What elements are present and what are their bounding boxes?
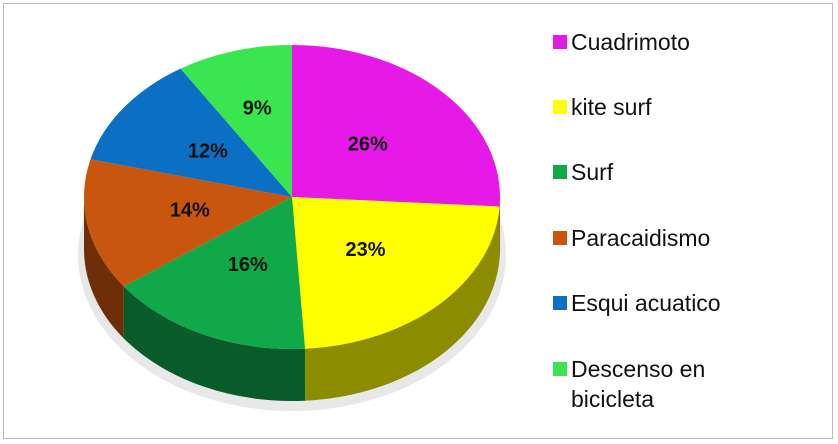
- chart-frame: [3, 3, 833, 439]
- slice: [123, 197, 306, 350]
- slice-side: [84, 197, 124, 339]
- data-label: 26%: [348, 133, 388, 155]
- legend-swatch: [553, 296, 567, 310]
- legend-swatch: [553, 35, 567, 49]
- data-label: 12%: [188, 141, 228, 163]
- legend-item: Cuadrimoto: [553, 27, 738, 57]
- slice: [84, 159, 293, 287]
- legend-swatch: [553, 362, 567, 376]
- slice-side: [305, 206, 500, 401]
- data-label: 14%: [170, 200, 210, 222]
- legend-item: Paracaidismo: [553, 223, 738, 253]
- legend-item: Descenso en bicicleta: [553, 354, 738, 414]
- slice: [90, 68, 293, 197]
- slice: [292, 197, 500, 349]
- data-label: 9%: [243, 98, 272, 120]
- data-label: 16%: [228, 254, 268, 276]
- legend-label: Surf: [571, 159, 614, 185]
- slice-side: [123, 286, 306, 401]
- legend-label: Paracaidismo: [571, 225, 711, 251]
- legend-label: kite surf: [571, 94, 652, 120]
- legend-swatch: [553, 165, 567, 179]
- legend-label: Cuadrimoto: [571, 29, 690, 55]
- legend-label: Descenso en bicicleta: [571, 356, 706, 412]
- slice: [180, 45, 292, 197]
- legend-swatch: [553, 231, 567, 245]
- legend-item: Esqui acuatico: [553, 288, 738, 318]
- legend-swatch: [553, 100, 567, 114]
- data-label: 23%: [346, 239, 386, 261]
- slice: [292, 45, 501, 207]
- legend-item: kite surf: [553, 92, 738, 122]
- legend-label: Esqui acuatico: [571, 290, 721, 316]
- legend-item: Surf: [553, 157, 738, 187]
